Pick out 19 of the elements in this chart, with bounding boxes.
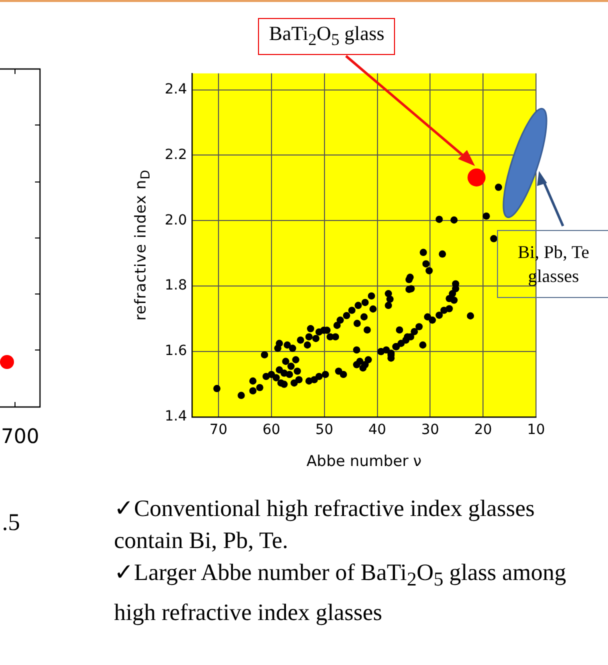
- y-tick-label: 1.8: [164, 278, 187, 294]
- x-tick-label: 20: [474, 422, 492, 438]
- x-axis-title: Abbe number ν: [306, 452, 422, 470]
- text: BaTi$_{2}$O$_{5}$ glass: [258, 18, 396, 55]
- text: .5: [2, 510, 20, 537]
- x-tick-label: 30: [421, 422, 440, 438]
- y-tick-label: 2.4: [164, 81, 188, 98]
- y-tick-label: 1.4: [164, 408, 188, 425]
- text: ✓Conventional high refractive index glasses contain Bi, Pb, Te.: [114, 495, 536, 556]
- x-tick-label: 70: [210, 422, 228, 438]
- x-tick-label: 60: [262, 422, 280, 438]
- x-tick-label: 10: [527, 422, 546, 438]
- y-tick-label: 1.6: [164, 343, 188, 360]
- y-tick-label: 2.0: [164, 212, 187, 228]
- text: 700: [1, 424, 40, 448]
- x-tick-label: 50: [315, 422, 334, 438]
- x-tick-label: 40: [368, 422, 386, 438]
- y-tick-label: 2.2: [164, 146, 187, 163]
- text: ✓Larger Abbe number of BaTi$_{2}$O$_{5}$ glass among high refractive index glasses: [114, 560, 566, 626]
